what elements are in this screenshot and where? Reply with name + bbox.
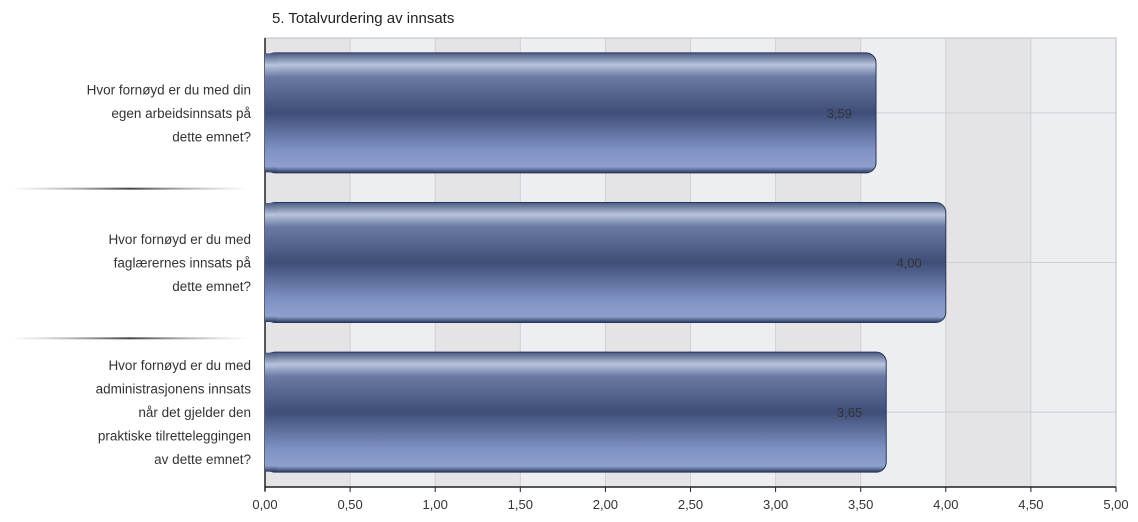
category-separator xyxy=(10,187,250,190)
x-tick-label: 2,50 xyxy=(678,497,703,512)
category-label: dette emnet? xyxy=(172,129,251,144)
category-label: av dette emnet? xyxy=(154,452,251,467)
category-separator xyxy=(10,337,250,340)
bar-left-edge xyxy=(265,203,277,322)
x-tick-label: 1,50 xyxy=(508,497,533,512)
x-tick-label: 1,00 xyxy=(423,497,448,512)
x-tick-label: 0,50 xyxy=(337,497,362,512)
x-tick-label: 0,00 xyxy=(252,497,277,512)
category-label: når det gjelder den xyxy=(138,405,251,420)
category-label: faglærernes innsats på xyxy=(114,256,252,271)
x-tick-label: 4,00 xyxy=(933,497,958,512)
category-label: Hvor fornøyd er du med xyxy=(108,232,251,247)
bar-left-edge xyxy=(265,352,277,472)
category-label: praktiske tilretteleggingen xyxy=(98,429,251,444)
bar-value-label: 3,65 xyxy=(837,405,862,420)
bar-value-label: 4,00 xyxy=(896,256,921,271)
category-label: Hvor fornøyd er du med xyxy=(108,358,251,373)
x-tick-label: 4,50 xyxy=(1018,497,1043,512)
category-label: administrasjonens innsats xyxy=(96,382,252,397)
bar xyxy=(264,202,947,323)
bar xyxy=(264,351,887,473)
x-tick-label: 2,00 xyxy=(593,497,618,512)
x-tick-label: 5,00 xyxy=(1103,497,1128,512)
category-label: Hvor fornøyd er du med din xyxy=(87,82,251,97)
bar-left-edge xyxy=(265,53,277,173)
category-label: dette emnet? xyxy=(172,279,251,294)
bar xyxy=(264,52,877,174)
x-tick-label: 3,00 xyxy=(763,497,788,512)
category-label: egen arbeidsinnsats på xyxy=(111,106,251,121)
chart-title: 5. Totalvurdering av innsats xyxy=(272,10,454,27)
bar-value-label: 3,59 xyxy=(827,106,852,121)
x-tick-label: 3,50 xyxy=(848,497,873,512)
